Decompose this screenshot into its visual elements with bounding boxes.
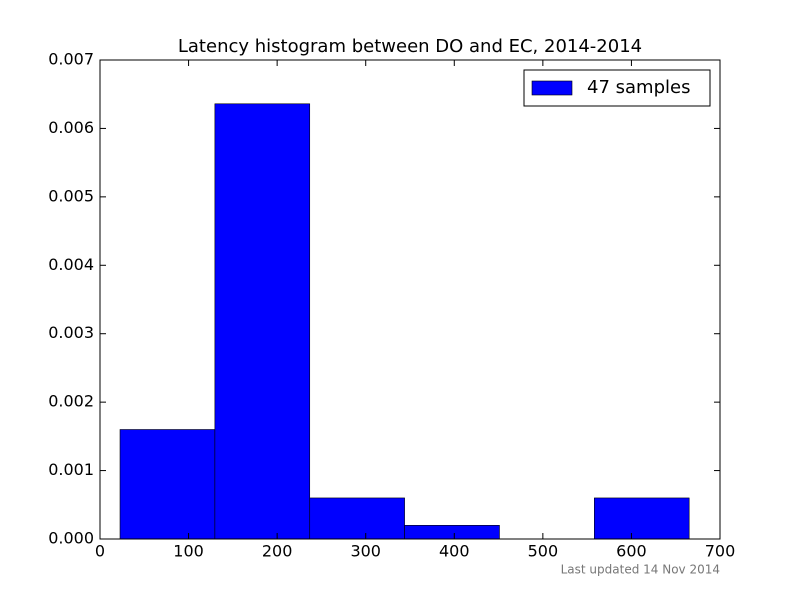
y-tick-label: 0.006: [48, 118, 94, 137]
y-tick-label: 0.002: [48, 392, 94, 411]
plot-frame: [99, 59, 721, 540]
bar: [594, 497, 690, 540]
bar: [119, 429, 216, 540]
y-tick-label: 0.004: [48, 255, 94, 274]
x-tick-label: 600: [616, 542, 647, 561]
legend-label: 47 samples: [587, 77, 690, 98]
bar: [404, 525, 500, 540]
y-tick-label: 0.005: [48, 186, 94, 205]
bar: [309, 497, 405, 540]
x-tick-label: 200: [262, 542, 293, 561]
x-tick-label: 0: [95, 542, 105, 561]
y-tick-label: 0.007: [48, 50, 94, 69]
y-tick-label: 0.003: [48, 323, 94, 342]
x-tick-label: 300: [350, 542, 381, 561]
bar: [214, 103, 311, 540]
y-tick-label: 0.001: [48, 460, 94, 479]
x-tick-label: 700: [705, 542, 736, 561]
legend-swatch: [531, 80, 573, 96]
footer: Last updated 14 Nov 2014: [561, 563, 720, 577]
x-tick-label: 100: [173, 542, 204, 561]
x-tick-label: 500: [528, 542, 559, 561]
x-tick-label: 400: [439, 542, 470, 561]
y-tick-label: 0.000: [48, 529, 94, 548]
chart-title: Latency histogram between DO and EC, 201…: [178, 36, 642, 57]
